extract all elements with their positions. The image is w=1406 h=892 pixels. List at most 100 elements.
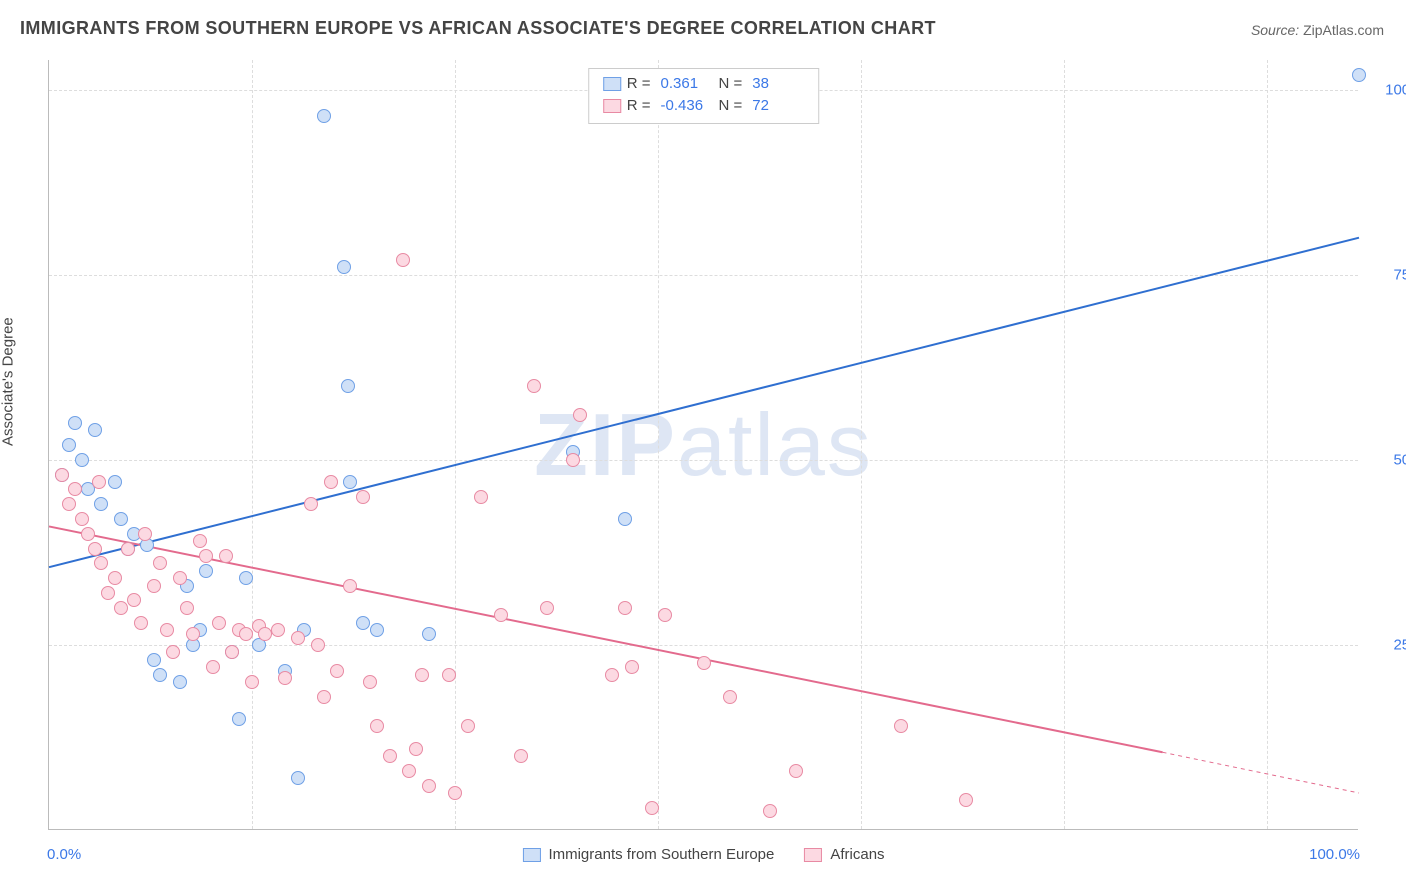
- data-point: [173, 571, 187, 585]
- source-label: Source:: [1251, 22, 1299, 38]
- data-point: [62, 497, 76, 511]
- data-point: [356, 616, 370, 630]
- legend-r-label: R =: [627, 73, 651, 95]
- y-tick-label: 100.0%: [1366, 81, 1406, 98]
- trend-overlay: [49, 60, 1359, 830]
- data-point: [94, 556, 108, 570]
- data-point: [422, 779, 436, 793]
- data-point: [474, 490, 488, 504]
- data-point: [68, 416, 82, 430]
- data-point: [959, 793, 973, 807]
- data-point: [645, 801, 659, 815]
- data-point: [291, 771, 305, 785]
- data-point: [494, 608, 508, 622]
- legend-swatch-icon: [603, 77, 621, 91]
- data-point: [402, 764, 416, 778]
- data-point: [330, 664, 344, 678]
- data-point: [153, 668, 167, 682]
- legend-stats-row: R = -0.436 N = 72: [603, 95, 805, 117]
- scatter-plot: ZIPatlas R = 0.361 N = 38 R = -0.436 N =…: [48, 60, 1358, 830]
- trend-line-dashed: [1163, 752, 1360, 793]
- data-point: [324, 475, 338, 489]
- legend-r-value: 0.361: [661, 73, 713, 95]
- data-point: [147, 579, 161, 593]
- legend-n-value: 38: [752, 73, 804, 95]
- legend-series-label: Immigrants from Southern Europe: [548, 846, 774, 863]
- legend-stats-row: R = 0.361 N = 38: [603, 73, 805, 95]
- data-point: [341, 379, 355, 393]
- legend-series-item: Africans: [804, 846, 884, 863]
- data-point: [566, 453, 580, 467]
- data-point: [180, 601, 194, 615]
- x-tick-min: 0.0%: [47, 846, 81, 863]
- data-point: [81, 527, 95, 541]
- data-point: [527, 379, 541, 393]
- data-point: [138, 527, 152, 541]
- data-point: [540, 601, 554, 615]
- data-point: [291, 631, 305, 645]
- data-point: [723, 690, 737, 704]
- data-point: [363, 675, 377, 689]
- data-point: [101, 586, 115, 600]
- data-point: [153, 556, 167, 570]
- data-point: [258, 627, 272, 641]
- source-attribution: Source: ZipAtlas.com: [1251, 22, 1384, 38]
- data-point: [239, 571, 253, 585]
- source-value: ZipAtlas.com: [1303, 22, 1384, 38]
- data-point: [415, 668, 429, 682]
- data-point: [166, 645, 180, 659]
- data-point: [225, 645, 239, 659]
- legend-swatch-icon: [804, 848, 822, 862]
- legend-series-label: Africans: [830, 846, 884, 863]
- y-tick-label: 75.0%: [1366, 266, 1406, 283]
- data-point: [422, 627, 436, 641]
- legend-stats: R = 0.361 N = 38 R = -0.436 N = 72: [588, 68, 820, 124]
- data-point: [114, 601, 128, 615]
- data-point: [92, 475, 106, 489]
- data-point: [271, 623, 285, 637]
- data-point: [337, 260, 351, 274]
- legend-r-value: -0.436: [661, 95, 713, 117]
- data-point: [396, 253, 410, 267]
- y-axis-label: Associate's Degree: [0, 317, 17, 446]
- legend-n-value: 72: [752, 95, 804, 117]
- data-point: [1352, 68, 1366, 82]
- legend-n-label: N =: [719, 73, 743, 95]
- legend-series-item: Immigrants from Southern Europe: [522, 846, 774, 863]
- data-point: [75, 453, 89, 467]
- trend-line: [49, 526, 1163, 752]
- data-point: [311, 638, 325, 652]
- data-point: [173, 675, 187, 689]
- data-point: [121, 542, 135, 556]
- data-point: [199, 564, 213, 578]
- data-point: [618, 601, 632, 615]
- data-point: [127, 593, 141, 607]
- y-tick-label: 50.0%: [1366, 451, 1406, 468]
- data-point: [789, 764, 803, 778]
- data-point: [317, 690, 331, 704]
- trend-line: [49, 238, 1359, 567]
- data-point: [114, 512, 128, 526]
- legend-n-label: N =: [719, 95, 743, 117]
- data-point: [75, 512, 89, 526]
- data-point: [278, 671, 292, 685]
- legend-r-label: R =: [627, 95, 651, 117]
- data-point: [199, 549, 213, 563]
- data-point: [658, 608, 672, 622]
- data-point: [94, 497, 108, 511]
- chart-title: IMMIGRANTS FROM SOUTHERN EUROPE VS AFRIC…: [20, 18, 936, 39]
- data-point: [448, 786, 462, 800]
- data-point: [239, 627, 253, 641]
- data-point: [618, 512, 632, 526]
- data-point: [134, 616, 148, 630]
- data-point: [88, 542, 102, 556]
- data-point: [356, 490, 370, 504]
- data-point: [147, 653, 161, 667]
- data-point: [573, 408, 587, 422]
- data-point: [245, 675, 259, 689]
- data-point: [370, 719, 384, 733]
- data-point: [370, 623, 384, 637]
- legend-swatch-icon: [522, 848, 540, 862]
- data-point: [232, 712, 246, 726]
- data-point: [317, 109, 331, 123]
